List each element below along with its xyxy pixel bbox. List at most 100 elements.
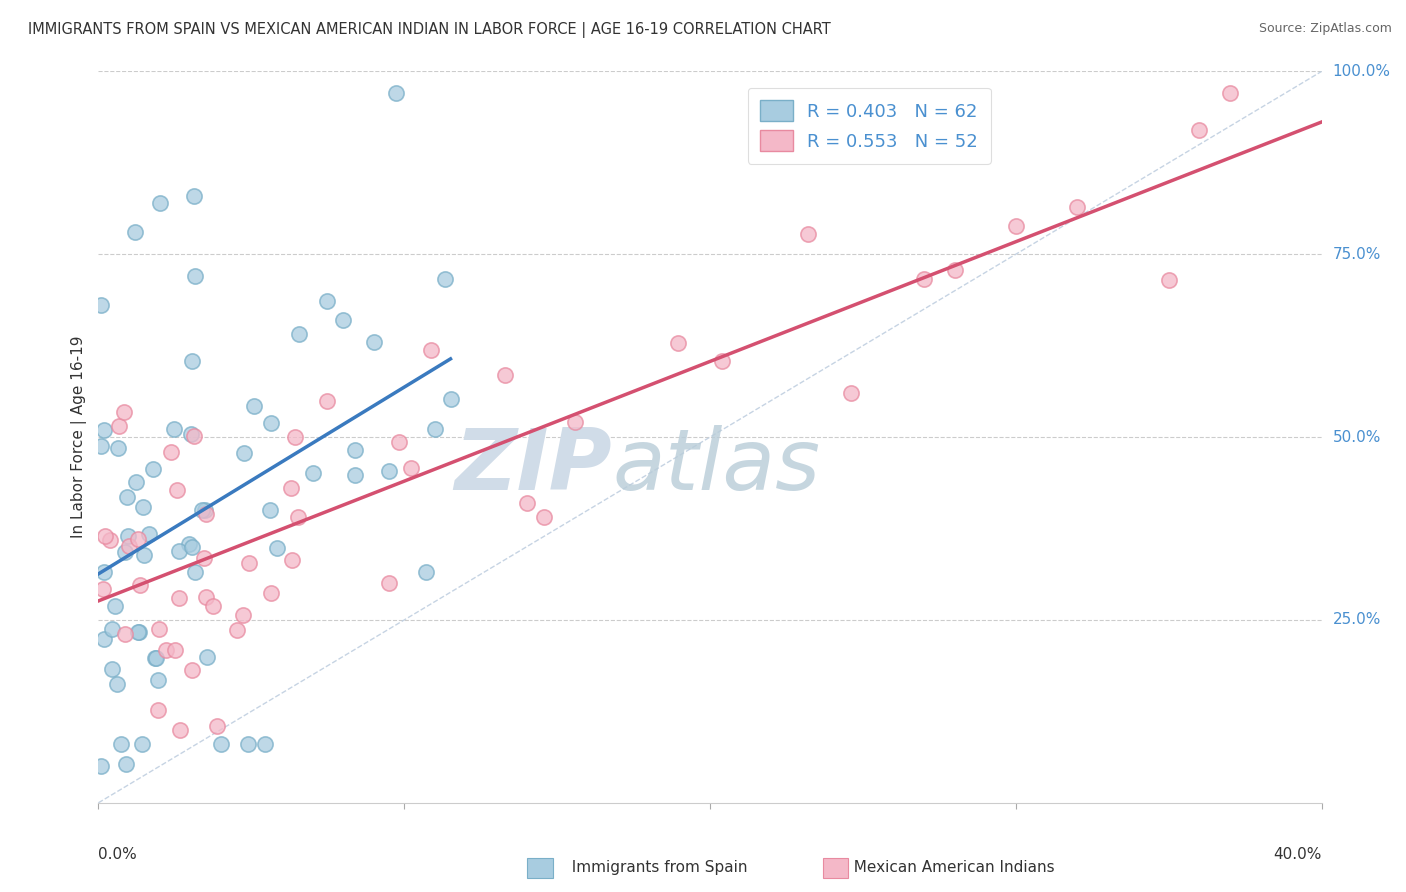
Point bbox=[180, 540, 202, 554]
Point bbox=[1219, 87, 1241, 101]
Point bbox=[179, 536, 201, 550]
Text: Immigrants from Spain: Immigrants from Spain bbox=[562, 860, 748, 874]
Point bbox=[226, 623, 249, 637]
Point bbox=[90, 439, 112, 453]
Point bbox=[912, 272, 935, 286]
Point bbox=[169, 723, 191, 737]
Point bbox=[194, 591, 217, 605]
Point bbox=[115, 490, 138, 504]
Text: ZIP: ZIP bbox=[454, 425, 612, 508]
Point bbox=[94, 529, 117, 543]
Point bbox=[180, 663, 202, 677]
Point bbox=[107, 677, 129, 691]
Point bbox=[1004, 219, 1026, 233]
Text: IMMIGRANTS FROM SPAIN VS MEXICAN AMERICAN INDIAN IN LABOR FORCE | AGE 16-19 CORR: IMMIGRANTS FROM SPAIN VS MEXICAN AMERICA… bbox=[28, 22, 831, 38]
Point bbox=[184, 566, 207, 580]
Point bbox=[259, 503, 281, 517]
Point bbox=[280, 482, 302, 496]
Point bbox=[117, 539, 139, 553]
Point bbox=[378, 576, 401, 591]
Text: atlas: atlas bbox=[612, 425, 820, 508]
Point bbox=[797, 227, 820, 242]
Text: Source: ZipAtlas.com: Source: ZipAtlas.com bbox=[1258, 22, 1392, 36]
Point bbox=[167, 591, 190, 605]
Point bbox=[117, 528, 139, 542]
Point bbox=[209, 737, 232, 751]
Text: 0.0%: 0.0% bbox=[98, 847, 138, 862]
Point bbox=[1066, 200, 1088, 214]
Point bbox=[128, 625, 150, 640]
Point bbox=[93, 566, 115, 580]
Point bbox=[101, 622, 124, 636]
Point bbox=[344, 443, 367, 458]
Point bbox=[180, 426, 202, 441]
Point bbox=[134, 548, 156, 562]
Point bbox=[193, 551, 215, 566]
Point bbox=[363, 334, 385, 349]
Point bbox=[233, 445, 256, 459]
Point bbox=[127, 533, 149, 547]
Point bbox=[93, 423, 115, 437]
Point bbox=[315, 393, 337, 408]
Point bbox=[287, 510, 309, 524]
Point bbox=[132, 500, 155, 514]
Point bbox=[399, 461, 422, 475]
Point bbox=[127, 624, 149, 639]
Point bbox=[183, 188, 205, 202]
Point bbox=[159, 444, 181, 458]
Point bbox=[302, 466, 325, 480]
Point bbox=[145, 651, 167, 665]
Point bbox=[202, 599, 225, 613]
Point bbox=[260, 586, 283, 600]
Text: 75.0%: 75.0% bbox=[1333, 247, 1381, 261]
Point bbox=[114, 627, 136, 641]
Point bbox=[181, 353, 204, 368]
Point bbox=[232, 608, 254, 623]
Point bbox=[93, 632, 115, 647]
Point bbox=[205, 719, 228, 733]
Point bbox=[169, 543, 191, 558]
Point bbox=[163, 643, 186, 657]
Point bbox=[146, 703, 169, 717]
Text: 40.0%: 40.0% bbox=[1274, 847, 1322, 862]
Point bbox=[423, 422, 446, 436]
Point bbox=[146, 673, 169, 687]
Point bbox=[90, 298, 112, 312]
Point bbox=[142, 462, 165, 476]
Point bbox=[238, 737, 260, 751]
Point bbox=[533, 510, 555, 524]
Text: 100.0%: 100.0% bbox=[1333, 64, 1391, 78]
Point bbox=[108, 419, 131, 434]
Point bbox=[110, 737, 132, 751]
Point bbox=[145, 650, 167, 665]
Point bbox=[385, 87, 408, 101]
Point bbox=[155, 643, 177, 657]
Point bbox=[433, 272, 456, 286]
Point bbox=[115, 757, 138, 772]
Point bbox=[114, 544, 136, 558]
Point bbox=[112, 405, 135, 419]
Text: 25.0%: 25.0% bbox=[1333, 613, 1381, 627]
Point bbox=[98, 533, 121, 548]
Point bbox=[163, 422, 186, 436]
Point bbox=[129, 578, 152, 592]
Point bbox=[91, 582, 114, 596]
Point bbox=[238, 556, 260, 570]
Y-axis label: In Labor Force | Age 16-19: In Labor Force | Age 16-19 bbox=[72, 335, 87, 539]
Point bbox=[315, 293, 337, 308]
Point bbox=[288, 326, 311, 341]
Point bbox=[280, 553, 302, 567]
Point bbox=[266, 541, 288, 555]
Point bbox=[131, 737, 153, 751]
Point bbox=[124, 225, 146, 239]
Point bbox=[494, 368, 516, 382]
Point bbox=[516, 496, 538, 510]
Point bbox=[183, 269, 205, 284]
Point bbox=[107, 441, 129, 455]
Point bbox=[183, 429, 205, 443]
Point bbox=[138, 527, 160, 541]
Point bbox=[943, 263, 966, 277]
Point bbox=[195, 508, 218, 522]
Point bbox=[148, 622, 170, 636]
Point bbox=[1188, 123, 1211, 137]
